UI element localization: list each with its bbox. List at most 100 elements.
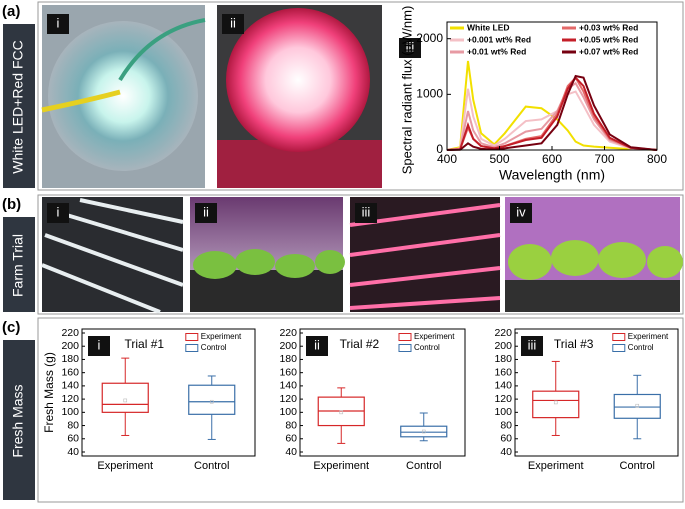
box bbox=[400, 425, 448, 438]
plot-frame bbox=[514, 328, 679, 457]
spectrum-line bbox=[446, 74, 658, 151]
panel-letter: (c) bbox=[2, 319, 20, 336]
y-tick-label: 40 bbox=[67, 446, 79, 458]
tag-box bbox=[47, 203, 69, 223]
legend-swatch bbox=[612, 333, 626, 341]
x-tick-label: 700 bbox=[594, 152, 614, 166]
legend-label: +0.03 wt% Red bbox=[579, 22, 638, 32]
legend-label: +0.05 wt% Red bbox=[579, 34, 638, 44]
tag: iii bbox=[406, 39, 415, 54]
box bbox=[613, 393, 661, 419]
spectrum-line bbox=[446, 60, 658, 151]
y-tick-label: 60 bbox=[500, 433, 512, 445]
tag: i bbox=[57, 204, 60, 219]
x-tick-label: Control bbox=[406, 460, 441, 472]
legend-label: Control bbox=[201, 343, 227, 352]
legend-label: Experiment bbox=[201, 332, 242, 341]
y-tick-label: 220 bbox=[279, 327, 297, 339]
y-tick-label: 120 bbox=[61, 393, 79, 405]
y-tick-label: 200 bbox=[494, 340, 512, 352]
mean bbox=[209, 399, 214, 404]
legend-label: White LED bbox=[467, 22, 510, 32]
y-tick-label: 60 bbox=[67, 433, 79, 445]
tag: ii bbox=[203, 204, 209, 219]
tag-box bbox=[88, 336, 110, 356]
y-tick-label: 0 bbox=[436, 142, 443, 156]
tag: iv bbox=[516, 204, 526, 219]
y-tick-label: 100 bbox=[494, 406, 512, 418]
legend-label: +0.001 wt% Red bbox=[467, 34, 531, 44]
tag: iii bbox=[362, 204, 371, 219]
mean bbox=[635, 403, 640, 408]
chart-title: Trial #1 bbox=[124, 337, 164, 351]
box bbox=[188, 384, 236, 415]
y-tick-label: 160 bbox=[279, 366, 297, 378]
mean bbox=[553, 400, 558, 405]
x-axis-label: Wavelength (nm) bbox=[499, 167, 605, 183]
x-tick-label: Experiment bbox=[313, 460, 369, 472]
y-axis-label: Fresh Mass (g) bbox=[42, 352, 56, 433]
x-tick-label: 500 bbox=[489, 152, 509, 166]
y-tick-label: 160 bbox=[494, 366, 512, 378]
spectrum-line bbox=[446, 76, 658, 151]
y-tick-label: 180 bbox=[494, 353, 512, 365]
photos bbox=[41, 5, 683, 314]
x-tick-label: Control bbox=[620, 460, 655, 472]
legend-swatch bbox=[398, 333, 412, 341]
y-tick-label: 100 bbox=[279, 406, 297, 418]
x-tick-label: Experiment bbox=[528, 460, 584, 472]
tag: i bbox=[98, 337, 101, 352]
tag-box bbox=[195, 203, 217, 223]
legend-label: +0.01 wt% Red bbox=[467, 46, 526, 56]
y-tick-label: 200 bbox=[61, 340, 79, 352]
legend-label: Experiment bbox=[628, 332, 669, 341]
y-tick-label: 80 bbox=[500, 419, 512, 431]
side-label: Farm Trial bbox=[10, 234, 26, 297]
tag-box bbox=[510, 203, 532, 223]
plot-frame bbox=[81, 328, 256, 457]
box bbox=[532, 390, 580, 419]
x-tick-label: Experiment bbox=[97, 460, 153, 472]
y-tick-label: 120 bbox=[279, 393, 297, 405]
y-tick-label: 140 bbox=[61, 380, 79, 392]
y-tick-label: 220 bbox=[494, 327, 512, 339]
side-label: White LED+Red FCC bbox=[10, 40, 26, 173]
legend-label: Control bbox=[628, 343, 654, 352]
legend-swatch bbox=[398, 344, 412, 352]
mean bbox=[421, 429, 426, 434]
tag-box bbox=[355, 203, 377, 223]
mean bbox=[339, 410, 344, 415]
tag-box bbox=[399, 38, 421, 58]
spectrum-line bbox=[446, 81, 658, 151]
spectrum-line bbox=[446, 88, 658, 151]
y-tick-label: 80 bbox=[285, 419, 297, 431]
legend-label: Control bbox=[414, 343, 440, 352]
tag: i bbox=[57, 15, 60, 30]
chart-title: Trial #2 bbox=[340, 337, 380, 351]
y-tick-label: 140 bbox=[494, 380, 512, 392]
mean bbox=[123, 398, 128, 403]
frames bbox=[37, 1, 684, 503]
y-tick-label: 2000 bbox=[416, 31, 443, 45]
y-axis-label: Spectral radiant flux (μW/nm) bbox=[399, 6, 414, 175]
tag: ii bbox=[314, 337, 320, 352]
y-tick-label: 80 bbox=[67, 419, 79, 431]
tag: iii bbox=[528, 337, 537, 352]
legend-swatch bbox=[612, 344, 626, 352]
y-tick-label: 180 bbox=[279, 353, 297, 365]
chart-title: Trial #3 bbox=[554, 337, 594, 351]
side-box bbox=[3, 217, 35, 312]
tag-box bbox=[521, 336, 543, 356]
legend-label: Experiment bbox=[414, 332, 455, 341]
x-tick-label: 800 bbox=[647, 152, 667, 166]
y-tick-label: 220 bbox=[61, 327, 79, 339]
side-box bbox=[3, 340, 35, 500]
box bbox=[101, 382, 149, 413]
x-tick-label: Control bbox=[194, 460, 229, 472]
y-tick-label: 140 bbox=[279, 380, 297, 392]
x-tick-label: 600 bbox=[542, 152, 562, 166]
tag-box bbox=[306, 336, 328, 356]
y-tick-label: 180 bbox=[61, 353, 79, 365]
y-tick-label: 100 bbox=[61, 406, 79, 418]
tag-box bbox=[47, 14, 69, 34]
